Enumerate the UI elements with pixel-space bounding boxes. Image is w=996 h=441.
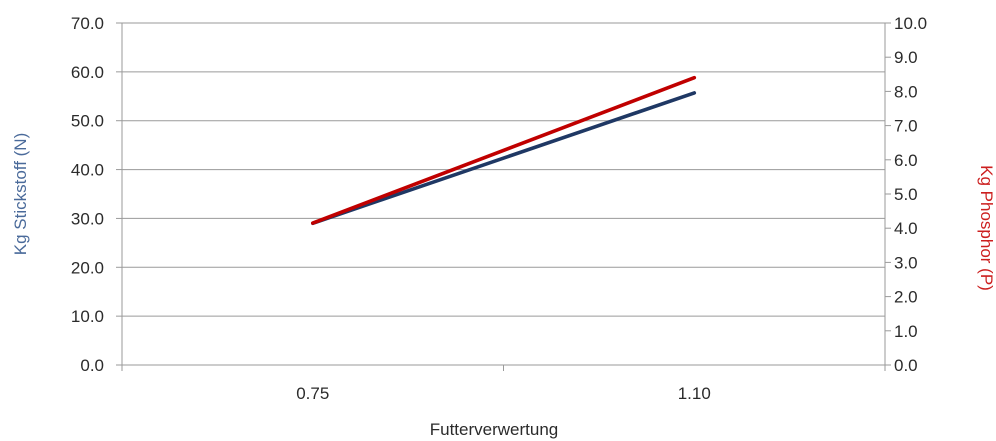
left-tick-label: 40.0: [71, 161, 104, 180]
series-line-phosphor: [310, 75, 697, 225]
right-axis-ticks: 0.0 1.0 2.0 3.0 4.0 5.0 6.0 7.0 8.0 9.0 10.0: [885, 14, 927, 375]
right-tick-label: 6.0: [894, 151, 918, 170]
axes: [121, 23, 886, 366]
right-tick-label: 9.0: [894, 48, 918, 67]
right-tick-label: 2.0: [894, 288, 918, 307]
right-tick-label: 5.0: [894, 185, 918, 204]
left-tick-label: 50.0: [71, 112, 104, 131]
x-tick-label: 1.10: [678, 384, 711, 403]
right-tick-label: 0.0: [894, 356, 918, 375]
left-axis-title: Kg Stickstoff (N): [11, 133, 30, 256]
left-tick-label: 10.0: [71, 307, 104, 326]
x-axis-title: Futterverwertung: [430, 420, 559, 439]
right-tick-label: 7.0: [894, 117, 918, 136]
left-tick-label: 20.0: [71, 258, 104, 277]
left-tick-label: 0.0: [80, 356, 104, 375]
right-axis-title: Kg Phosphor (P): [977, 165, 996, 291]
right-tick-label: 10.0: [894, 14, 927, 33]
x-tick-label: 0.75: [296, 384, 329, 403]
right-tick-label: 8.0: [894, 82, 918, 101]
series-line-stickstoff: [310, 91, 697, 226]
left-tick-label: 60.0: [71, 63, 104, 82]
gridlines: [122, 22, 885, 317]
x-axis-ticks: 0.75 1.10: [121, 365, 886, 403]
left-tick-label: 70.0: [71, 14, 104, 33]
left-axis-ticks: 0.0 10.0 20.0 30.0 40.0 50.0 60.0 70.0: [71, 14, 122, 375]
right-tick-label: 3.0: [894, 253, 918, 272]
right-tick-label: 4.0: [894, 219, 918, 238]
series-lines: [310, 75, 697, 226]
left-tick-label: 30.0: [71, 209, 104, 228]
right-tick-label: 1.0: [894, 322, 918, 341]
